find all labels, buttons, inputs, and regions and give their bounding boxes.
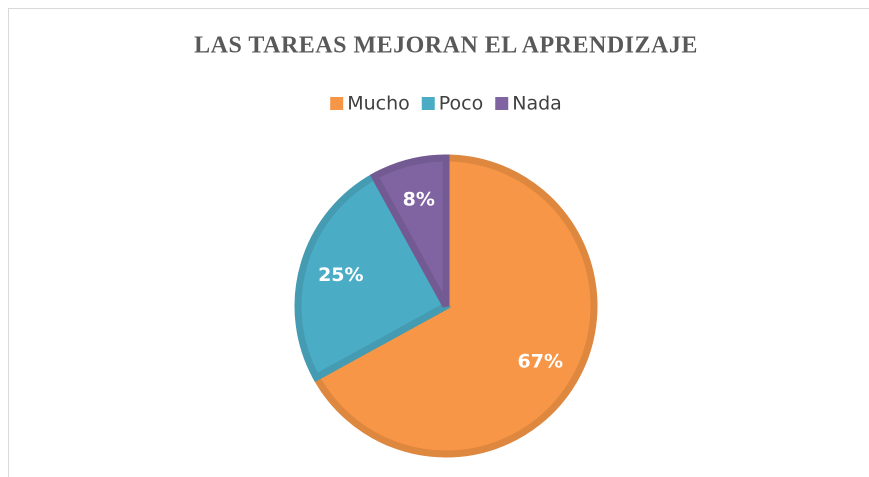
data-label: 8% (403, 188, 435, 210)
legend-label: Nada (512, 93, 562, 115)
legend-label: Mucho (347, 93, 410, 115)
legend-swatch (330, 97, 344, 110)
pie-slice (294, 171, 451, 383)
legend: Mucho Poco Nada (330, 93, 562, 115)
chart-title: LAS TAREAS MEJORAN EL APRENDIZAJE (194, 33, 698, 59)
data-label: 67% (518, 350, 563, 372)
legend-swatch (421, 97, 435, 110)
pie: 67% 25% 8% (294, 154, 598, 458)
pie-slice (369, 154, 450, 308)
legend-label: Poco (439, 93, 483, 115)
pie-slice (311, 154, 598, 458)
legend-swatch (495, 97, 509, 110)
data-label: 25% (318, 264, 363, 286)
